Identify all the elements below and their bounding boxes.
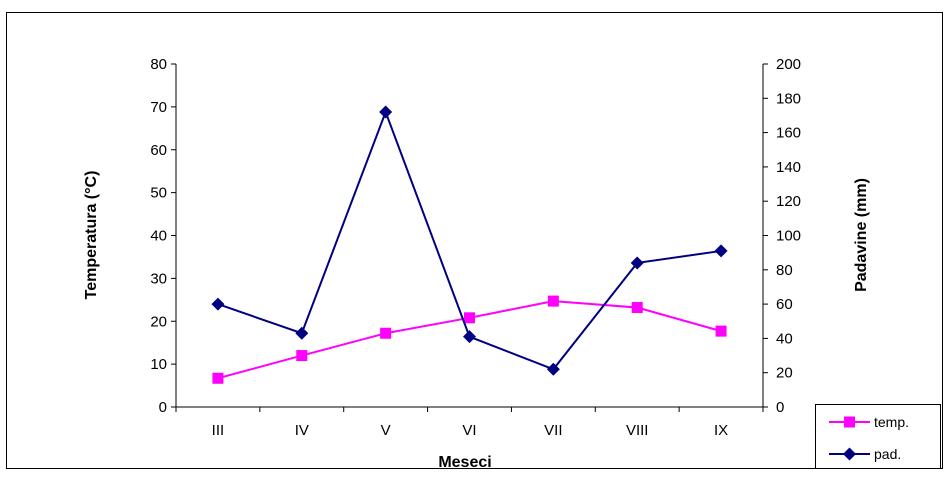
- legend-label: temp.: [874, 414, 909, 430]
- data-point-pad: [714, 244, 728, 258]
- x-axis-title: Meseci: [438, 454, 491, 471]
- y-left-tick-label: 60: [150, 142, 167, 159]
- data-point-pad: [546, 362, 560, 376]
- plot-area: 0 10 20 30 40 50 60 70 80 0 20 40 60 80 100 120 140 160 18…: [150, 56, 801, 439]
- y-left-tick-label: 50: [150, 185, 167, 202]
- y-left-tick-label: 40: [150, 228, 167, 245]
- data-point-pad: [211, 297, 225, 311]
- y-left-tick-label: 80: [150, 56, 167, 73]
- y-left-tick-label: 10: [150, 356, 167, 373]
- y-left-tick-label: 30: [150, 270, 167, 287]
- y-right-tick-label: 20: [776, 365, 793, 382]
- x-tick-label: VII: [544, 422, 562, 439]
- y-right-tick-label: 160: [776, 125, 801, 142]
- chart-border: [6, 12, 943, 469]
- data-point-temp: [844, 416, 855, 428]
- y-right-tick-label: 80: [776, 262, 793, 279]
- y-right-tick-label: 200: [776, 56, 801, 73]
- data-point-pad: [630, 256, 644, 270]
- data-point-pad: [379, 105, 393, 119]
- data-point-temp: [380, 327, 392, 339]
- y-left-tick-label: 70: [150, 99, 167, 116]
- x-tick-label: VIII: [626, 422, 649, 439]
- y-right-tick-label: 100: [776, 228, 801, 245]
- y-left-tick-label: 0: [159, 399, 167, 416]
- y-right-tick-label: 120: [776, 193, 801, 210]
- x-tick-label: VI: [462, 422, 476, 439]
- x-tick-label: IV: [295, 422, 309, 439]
- y-left-tick-label: 20: [150, 313, 167, 330]
- legend: temp. pad.: [815, 404, 941, 469]
- y-right-tick-label: 0: [776, 399, 784, 416]
- data-point-temp: [464, 312, 475, 324]
- x-tick-label: IX: [714, 422, 728, 439]
- legend-box: [815, 404, 941, 469]
- y-right-tick-label: 60: [776, 296, 793, 313]
- data-point-temp: [631, 302, 643, 314]
- data-point-temp: [296, 350, 308, 362]
- data-point-pad: [463, 330, 476, 344]
- data-point-pad: [843, 447, 856, 461]
- y-right-tick-label: 180: [776, 90, 801, 107]
- legend-label: pad.: [874, 446, 901, 462]
- y-right-tick-label: 40: [776, 330, 793, 347]
- y-axis-right-title: Padavine (mm): [853, 178, 870, 292]
- x-tick-label: III: [212, 422, 225, 439]
- data-point-temp: [547, 295, 559, 307]
- x-tick-label: V: [381, 422, 391, 439]
- y-axis-left-title: Temperatura (°C): [83, 171, 100, 300]
- data-point-pad: [295, 326, 309, 340]
- data-point-temp: [212, 372, 224, 384]
- data-point-temp: [715, 325, 727, 337]
- y-right-tick-label: 140: [776, 159, 801, 176]
